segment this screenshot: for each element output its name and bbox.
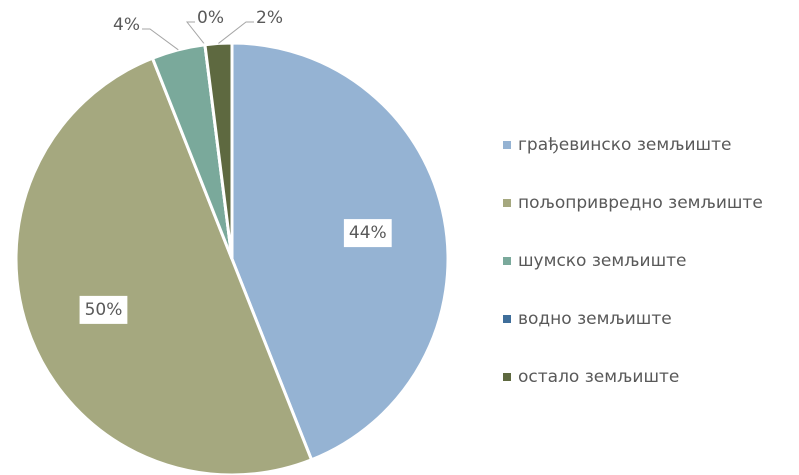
legend-label: остало земљиште bbox=[518, 367, 679, 387]
legend-swatch bbox=[503, 373, 511, 381]
pie-slice bbox=[230, 41, 450, 462]
legend-label: грађевинско земљиште bbox=[518, 135, 731, 155]
data-label: 44% bbox=[349, 223, 387, 243]
data-label-bg bbox=[343, 219, 392, 248]
legend-swatch bbox=[503, 141, 511, 149]
legend-label: пољопривредно земљиште bbox=[518, 193, 763, 213]
legend-swatch bbox=[503, 315, 511, 323]
leader-line bbox=[185, 21, 206, 46]
data-label-bg bbox=[79, 295, 128, 324]
data-label: 0% bbox=[197, 8, 224, 28]
legend-label: шумско земљиште bbox=[518, 251, 687, 271]
data-label: 2% bbox=[256, 8, 283, 28]
pie-slice bbox=[14, 56, 314, 475]
data-label: 50% bbox=[85, 300, 123, 320]
legend-swatch bbox=[503, 199, 511, 207]
leader-line bbox=[218, 21, 254, 44]
legend-swatch bbox=[503, 257, 511, 265]
leader-line bbox=[142, 28, 179, 51]
legend-label: водно земљиште bbox=[518, 309, 672, 329]
data-label: 4% bbox=[113, 15, 140, 35]
